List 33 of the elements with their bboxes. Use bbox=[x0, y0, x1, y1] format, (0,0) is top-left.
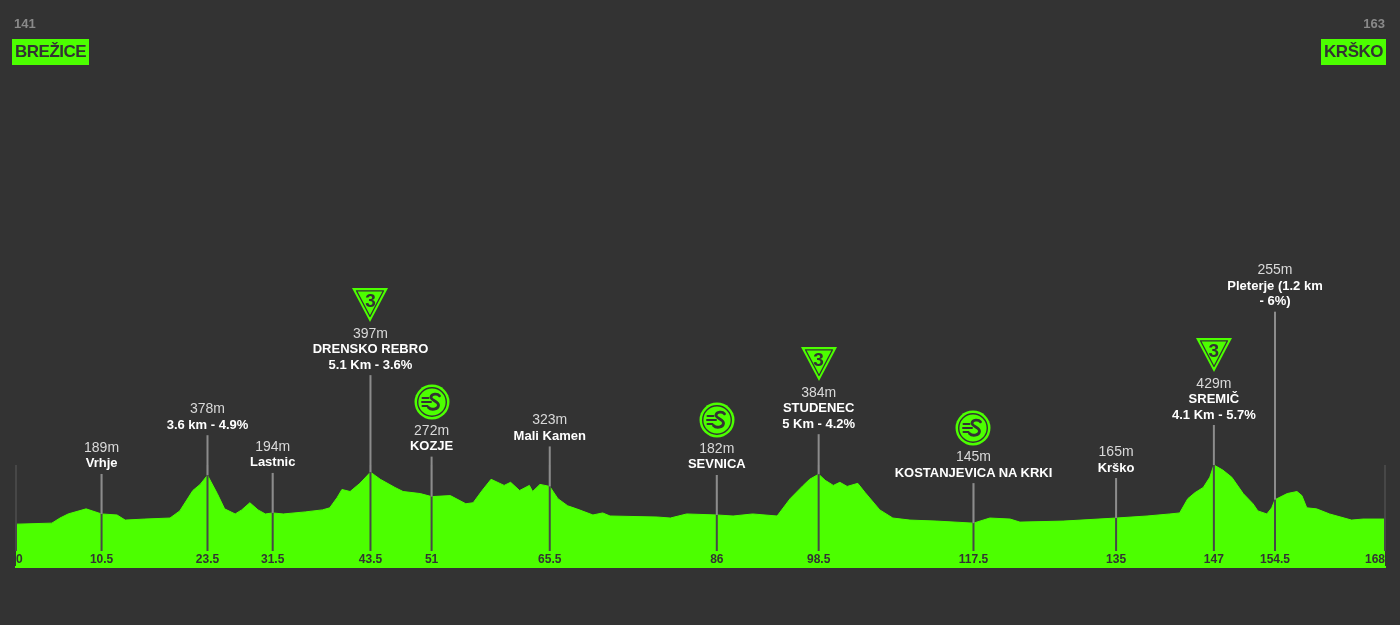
text: 3 bbox=[365, 289, 376, 311]
x-tick-label: 147 bbox=[1203, 551, 1225, 566]
text: KRŠKO bbox=[1321, 39, 1386, 65]
annotation: 255m Pleterje (1.2 km - 6%) bbox=[1227, 261, 1323, 309]
text: 163 bbox=[1363, 16, 1385, 31]
annotation: 182m SEVNICA bbox=[687, 439, 747, 472]
x-tick-label: 51 bbox=[424, 551, 439, 566]
x-tick-label: 23.5 bbox=[195, 551, 220, 566]
x-tick-label: 135 bbox=[1106, 551, 1127, 566]
x-tick-label: 98.5 bbox=[806, 551, 831, 566]
annotation: 165m Krško bbox=[1097, 443, 1135, 475]
annotation: 189m Vrhje bbox=[84, 438, 120, 471]
x-tick-label: 43.5 bbox=[358, 551, 383, 566]
x-tick-label: 10.5 bbox=[89, 551, 114, 566]
annotation: 378m 3.6 km - 4.9% bbox=[166, 400, 249, 432]
text: 141 bbox=[14, 16, 36, 31]
text: BREŽICE bbox=[12, 39, 90, 65]
annotation: 194m Lastnic bbox=[249, 437, 296, 470]
x-tick-label: 154.5 bbox=[1259, 551, 1291, 566]
x-tick-label: 168 bbox=[1364, 551, 1386, 566]
x-tick-label: 31.5 bbox=[261, 551, 285, 566]
annotation: 397m DRENSKO REBRO 5.1 Km - 3.6% bbox=[312, 324, 429, 372]
x-tick-label: 65.5 bbox=[538, 551, 562, 566]
annotation: 384m STUDENEC 5 Km - 4.2% bbox=[782, 383, 856, 431]
annotation: 145m KOSTANJEVICA NA KRKI bbox=[894, 448, 1053, 480]
x-tick-label: 0 bbox=[16, 551, 23, 566]
annotation: 429m SREMIČ 4.1 Km - 5.7% bbox=[1171, 374, 1257, 422]
annotation: 272m KOZJE bbox=[409, 421, 454, 454]
text: 3 bbox=[1208, 339, 1220, 361]
annotation: 323m Mali Kamen bbox=[513, 411, 586, 443]
text: 3 bbox=[813, 348, 824, 370]
x-tick-label: 86 bbox=[710, 551, 724, 566]
x-tick-label: 117.5 bbox=[958, 551, 989, 566]
